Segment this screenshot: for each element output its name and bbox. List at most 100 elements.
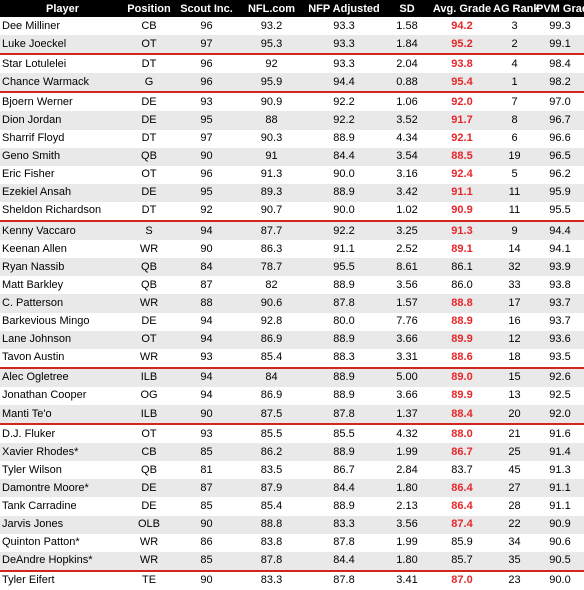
avg-grade: 95.2 (431, 35, 493, 56)
std-dev: 7.76 (383, 312, 431, 331)
pvm-grade: 93.9 (536, 258, 584, 277)
ag-rank: 5 (493, 165, 536, 184)
player-name: Star Lotulelei (0, 54, 123, 74)
position: DT (123, 201, 175, 223)
player-name: Ezekiel Ansah (0, 183, 123, 202)
nfp-adjusted-grade: 92.2 (305, 111, 383, 130)
nfl-com-grade: 83.3 (238, 570, 305, 590)
avg-grade: 86.0 (431, 276, 493, 295)
nfp-adjusted-grade: 84.4 (305, 147, 383, 166)
header-pvm-grade: PVM Grade (536, 0, 584, 17)
nfp-adjusted-grade: 88.9 (305, 183, 383, 202)
table-row: DeAndre Hopkins* WR 85 87.8 84.4 1.80 85.7 35 90… (0, 551, 584, 572)
nfl-com-grade: 92.8 (238, 312, 305, 331)
std-dev: 8.61 (383, 258, 431, 277)
ag-rank: 13 (493, 386, 536, 405)
nfp-adjusted-grade: 84.4 (305, 479, 383, 498)
player-name: Tyler Wilson (0, 461, 123, 480)
std-dev: 2.84 (383, 461, 431, 480)
pvm-grade: 99.3 (536, 17, 584, 36)
ag-rank: 6 (493, 129, 536, 148)
table-row: Dee Milliner CB 96 93.2 93.3 1.58 94.2 3 99.3 (0, 17, 584, 36)
avg-grade: 89.9 (431, 386, 493, 405)
table-row: Lane Johnson OT 94 86.9 88.9 3.66 89.9 12 93.6 (0, 330, 584, 349)
nfp-adjusted-grade: 91.1 (305, 240, 383, 259)
ag-rank: 20 (493, 404, 536, 426)
pvm-grade: 96.2 (536, 165, 584, 184)
std-dev: 1.80 (383, 551, 431, 572)
std-dev: 2.04 (383, 54, 431, 74)
avg-grade: 88.4 (431, 404, 493, 426)
position: TE (123, 570, 175, 590)
nfp-adjusted-grade: 88.3 (305, 348, 383, 369)
pvm-grade: 90.9 (536, 515, 584, 534)
avg-grade: 93.8 (431, 54, 493, 74)
scout-inc-grade: 96 (175, 73, 238, 94)
ag-rank: 25 (493, 443, 536, 462)
nfl-com-grade: 95.3 (238, 35, 305, 56)
position: WR (123, 294, 175, 313)
player-name: Eric Fisher (0, 165, 123, 184)
nfp-adjusted-grade: 85.5 (305, 424, 383, 444)
scout-inc-grade: 90 (175, 404, 238, 426)
player-name: Sharrif Floyd (0, 129, 123, 148)
nfp-adjusted-grade: 95.5 (305, 258, 383, 277)
nfl-com-grade: 84 (238, 367, 305, 387)
std-dev: 3.41 (383, 570, 431, 590)
pvm-grade: 93.5 (536, 348, 584, 369)
ag-rank: 34 (493, 533, 536, 552)
pvm-grade: 97.0 (536, 92, 584, 112)
scout-inc-grade: 81 (175, 461, 238, 480)
table-row: C. Patterson WR 88 90.6 87.8 1.57 88.8 17 93.7 (0, 294, 584, 313)
scout-inc-grade: 93 (175, 92, 238, 112)
player-name: Dion Jordan (0, 111, 123, 130)
avg-grade: 92.1 (431, 129, 493, 148)
player-name: Jarvis Jones (0, 515, 123, 534)
header-row: Player Position Scout Inc. NFL.com NFP A… (0, 0, 584, 17)
player-name: Alec Ogletree (0, 367, 123, 387)
player-name: C. Patterson (0, 294, 123, 313)
std-dev: 3.52 (383, 111, 431, 130)
player-name: Tavon Austin (0, 348, 123, 369)
nfp-adjusted-grade: 88.9 (305, 129, 383, 148)
player-name: Barkevious Mingo (0, 312, 123, 331)
nfl-com-grade: 86.9 (238, 330, 305, 349)
std-dev: 4.34 (383, 129, 431, 148)
scout-inc-grade: 84 (175, 258, 238, 277)
ag-rank: 14 (493, 240, 536, 259)
scout-inc-grade: 94 (175, 330, 238, 349)
std-dev: 3.31 (383, 348, 431, 369)
table-row: Luke Joeckel OT 97 95.3 93.3 1.84 95.2 2 99.1 (0, 35, 584, 56)
ag-rank: 8 (493, 111, 536, 130)
avg-grade: 88.6 (431, 348, 493, 369)
header-player: Player (0, 0, 123, 17)
position: OT (123, 330, 175, 349)
table-row: Quinton Patton* WR 86 83.8 87.8 1.99 85.9 34 90.… (0, 533, 584, 552)
nfl-com-grade: 87.9 (238, 479, 305, 498)
ag-rank: 1 (493, 73, 536, 94)
nfl-com-grade: 91.3 (238, 165, 305, 184)
position: DE (123, 92, 175, 112)
nfl-com-grade: 86.9 (238, 386, 305, 405)
avg-grade: 91.1 (431, 183, 493, 202)
position: DE (123, 479, 175, 498)
std-dev: 3.56 (383, 276, 431, 295)
avg-grade: 86.4 (431, 479, 493, 498)
nfl-com-grade: 91 (238, 147, 305, 166)
nfl-com-grade: 87.5 (238, 404, 305, 426)
ag-rank: 11 (493, 201, 536, 223)
table-row: Xavier Rhodes* CB 85 86.2 88.9 1.99 86.7 25 91.4 (0, 443, 584, 462)
avg-grade: 86.7 (431, 443, 493, 462)
header-ag-rank: AG Rank (493, 0, 539, 17)
position: OLB (123, 515, 175, 534)
scout-inc-grade: 96 (175, 165, 238, 184)
nfl-com-grade: 85.4 (238, 348, 305, 369)
scout-inc-grade: 90 (175, 515, 238, 534)
nfp-adjusted-grade: 88.9 (305, 276, 383, 295)
ag-rank: 32 (493, 258, 536, 277)
table-row: Jonathan Cooper OG 94 86.9 88.9 3.66 89.9 13 92.… (0, 386, 584, 405)
ag-rank: 4 (493, 54, 536, 74)
avg-grade: 89.0 (431, 367, 493, 387)
position: OG (123, 386, 175, 405)
player-name: Sheldon Richardson (0, 201, 123, 223)
